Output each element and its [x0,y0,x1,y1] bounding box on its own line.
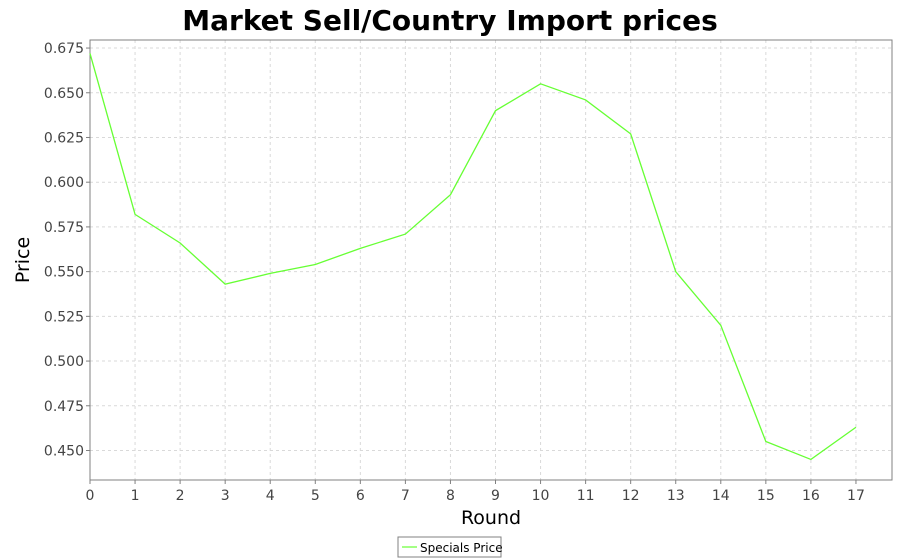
y-axis-label: Price [12,237,34,283]
x-tick-label: 0 [86,488,95,504]
x-axis: 0 1 2 3 4 5 6 7 8 9 10 11 12 13 14 15 16 17 [86,480,865,504]
y-tick-label: 0.650 [44,86,84,102]
chart-title: Market Sell/Country Import prices [182,4,718,37]
x-tick-label: 9 [491,488,500,504]
x-tick-label: 15 [757,488,775,504]
x-tick-label: 5 [311,488,320,504]
x-tick-label: 7 [401,488,410,504]
plot-area [89,39,893,481]
legend: Specials Price [397,536,503,558]
x-tick-label: 14 [712,488,730,504]
y-tick-label: 0.625 [44,130,84,146]
legend-label: Specials Price [420,541,503,555]
y-tick-label: 0.475 [44,399,84,415]
y-tick-label: 0.575 [44,220,84,236]
x-tick-label: 8 [446,488,455,504]
x-tick-label: 17 [847,488,865,504]
x-tick-label: 4 [266,488,275,504]
legend-box [397,536,502,558]
x-tick-label: 2 [176,488,185,504]
y-tick-label: 0.450 [44,443,84,459]
x-tick-label: 16 [802,488,820,504]
x-axis-label: Round [461,507,521,529]
x-tick-label: 10 [532,488,550,504]
y-tick-label: 0.525 [44,309,84,325]
series-lines [89,53,857,461]
y-tick-label: 0.500 [44,354,84,370]
x-tick-label: 13 [667,488,685,504]
x-tick-label: 3 [221,488,230,504]
series-line-specials-price [89,53,857,461]
grid [89,40,892,480]
y-tick-label: 0.675 [44,41,84,57]
y-axis: 0.450 0.475 0.500 0.525 0.550 0.575 0.600 0.625… [44,41,90,459]
y-tick-label: 0.600 [44,175,84,191]
x-tick-label: 1 [131,488,140,504]
y-tick-label: 0.550 [44,265,84,281]
x-tick-label: 12 [622,488,640,504]
x-tick-label: 6 [356,488,365,504]
x-tick-label: 11 [577,488,595,504]
